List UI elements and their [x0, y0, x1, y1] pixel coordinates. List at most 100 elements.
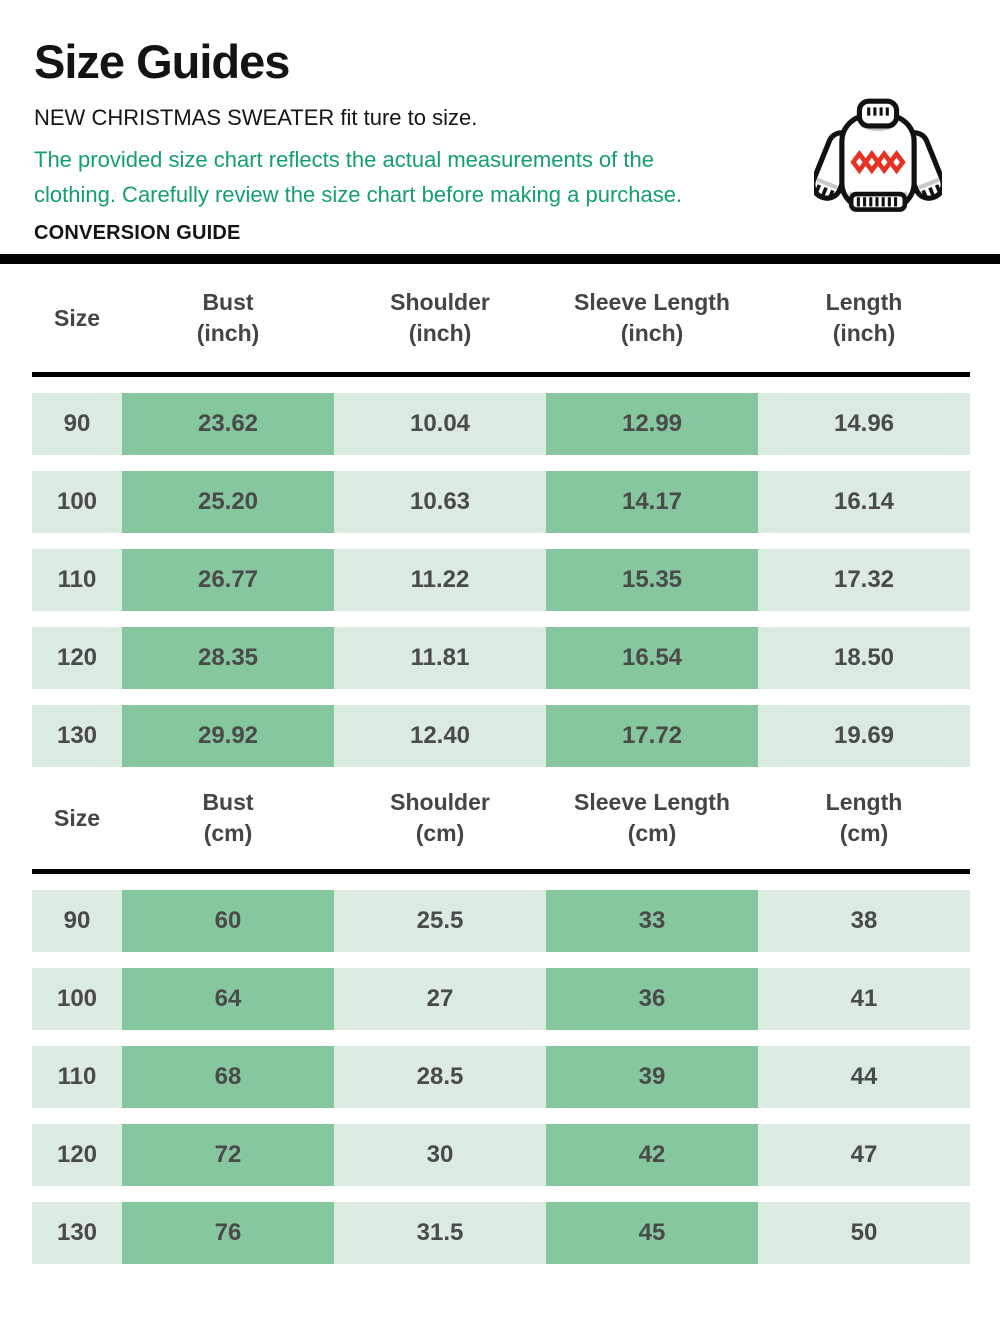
page-title: Size Guides [34, 35, 290, 88]
conversion-guide-label: CONVERSION GUIDE [34, 222, 241, 244]
column-unit: (cm) [839, 820, 889, 846]
table-row: 130 76 31.5 45 50 [32, 1202, 970, 1264]
column-label: Size [53, 804, 101, 831]
table-row: 100 64 27 36 41 [32, 968, 970, 1030]
cell-length: 44 [758, 1046, 970, 1108]
column-label: Sleeve Length [574, 289, 730, 315]
column-header-shoulder: Shoulder (cm) [334, 787, 546, 849]
size-table-cm: Size Bust (cm) Shoulder (cm) Sleeve Leng… [32, 767, 970, 1264]
cell-shoulder: 12.40 [334, 705, 546, 767]
cell-shoulder: 11.81 [334, 627, 546, 689]
cell-size: 120 [32, 1124, 122, 1186]
table-row: 120 72 30 42 47 [32, 1124, 970, 1186]
cell-length: 18.50 [758, 627, 970, 689]
column-label: Bust [202, 289, 254, 315]
column-header-bust: Bust (inch) [122, 287, 334, 349]
column-label: Length [825, 789, 903, 815]
cell-length: 47 [758, 1124, 970, 1186]
header-underline [32, 372, 970, 377]
column-unit: (inch) [408, 320, 472, 346]
cell-bust: 60 [122, 890, 334, 952]
cell-sleeve: 42 [546, 1124, 758, 1186]
table-header-row: Size Bust (inch) Shoulder (inch) Sleeve … [32, 264, 970, 372]
cell-sleeve: 45 [546, 1202, 758, 1264]
table-row: 100 25.20 10.63 14.17 16.14 [32, 471, 970, 533]
table-row: 130 29.92 12.40 17.72 19.69 [32, 705, 970, 767]
cell-size: 100 [32, 968, 122, 1030]
column-header-length: Length (cm) [758, 787, 970, 849]
column-label: Size [53, 304, 101, 331]
cell-bust: 23.62 [122, 393, 334, 455]
cell-size: 110 [32, 549, 122, 611]
cell-bust: 28.35 [122, 627, 334, 689]
cell-shoulder: 31.5 [334, 1202, 546, 1264]
cell-length: 41 [758, 968, 970, 1030]
column-label: Length [825, 289, 903, 315]
table-row: 120 28.35 11.81 16.54 18.50 [32, 627, 970, 689]
cell-size: 130 [32, 705, 122, 767]
cell-sleeve: 33 [546, 890, 758, 952]
column-unit: (inch) [196, 320, 260, 346]
cell-sleeve: 16.54 [546, 627, 758, 689]
cell-sleeve: 12.99 [546, 393, 758, 455]
cell-size: 100 [32, 471, 122, 533]
intro-section: Size Guides NEW CHRISTMAS SWEATER fit tu… [0, 0, 1000, 246]
cell-sleeve: 17.72 [546, 705, 758, 767]
cell-shoulder: 11.22 [334, 549, 546, 611]
cell-shoulder: 27 [334, 968, 546, 1030]
cell-bust: 64 [122, 968, 334, 1030]
measurement-note: The provided size chart reflects the act… [34, 147, 683, 207]
column-unit: (cm) [627, 820, 677, 846]
column-header-size: Size [32, 803, 122, 834]
size-table-inch: Size Bust (inch) Shoulder (inch) Sleeve … [32, 264, 970, 767]
cell-size: 130 [32, 1202, 122, 1264]
column-header-sleeve-length: Sleeve Length (inch) [546, 287, 758, 349]
cell-length: 38 [758, 890, 970, 952]
cell-length: 17.32 [758, 549, 970, 611]
column-label: Bust [202, 789, 254, 815]
cell-size: 110 [32, 1046, 122, 1108]
cell-shoulder: 30 [334, 1124, 546, 1186]
column-label: Shoulder [390, 289, 490, 315]
column-unit: (inch) [832, 320, 896, 346]
cell-size: 120 [32, 627, 122, 689]
section-divider-bar [0, 254, 1000, 264]
column-header-bust: Bust (cm) [122, 787, 334, 849]
cell-shoulder: 25.5 [334, 890, 546, 952]
column-header-shoulder: Shoulder (inch) [334, 287, 546, 349]
fit-subtitle: NEW CHRISTMAS SWEATER fit ture to size. [34, 105, 478, 130]
cell-sleeve: 15.35 [546, 549, 758, 611]
cell-shoulder: 28.5 [334, 1046, 546, 1108]
header-underline [32, 869, 970, 874]
cell-length: 16.14 [758, 471, 970, 533]
table-row: 110 26.77 11.22 15.35 17.32 [32, 549, 970, 611]
cell-bust: 26.77 [122, 549, 334, 611]
column-label: Shoulder [390, 789, 490, 815]
column-unit: (cm) [203, 820, 253, 846]
cell-length: 19.69 [758, 705, 970, 767]
cell-length: 14.96 [758, 393, 970, 455]
column-header-size: Size [32, 303, 122, 334]
cell-bust: 72 [122, 1124, 334, 1186]
column-header-sleeve-length: Sleeve Length (cm) [546, 787, 758, 849]
christmas-sweater-icon [814, 98, 942, 212]
cell-bust: 76 [122, 1202, 334, 1264]
cell-length: 50 [758, 1202, 970, 1264]
column-label: Sleeve Length [574, 789, 730, 815]
cell-sleeve: 36 [546, 968, 758, 1030]
table-row: 90 23.62 10.04 12.99 14.96 [32, 393, 970, 455]
cell-bust: 29.92 [122, 705, 334, 767]
cell-bust: 68 [122, 1046, 334, 1108]
column-unit: (inch) [620, 320, 684, 346]
cell-bust: 25.20 [122, 471, 334, 533]
column-header-length: Length (inch) [758, 287, 970, 349]
cell-shoulder: 10.04 [334, 393, 546, 455]
cell-size: 90 [32, 890, 122, 952]
cell-size: 90 [32, 393, 122, 455]
table-row: 110 68 28.5 39 44 [32, 1046, 970, 1108]
cell-sleeve: 14.17 [546, 471, 758, 533]
table-header-row: Size Bust (cm) Shoulder (cm) Sleeve Leng… [32, 767, 970, 869]
tables-section: Size Bust (inch) Shoulder (inch) Sleeve … [0, 264, 1000, 1264]
table-row: 90 60 25.5 33 38 [32, 890, 970, 952]
